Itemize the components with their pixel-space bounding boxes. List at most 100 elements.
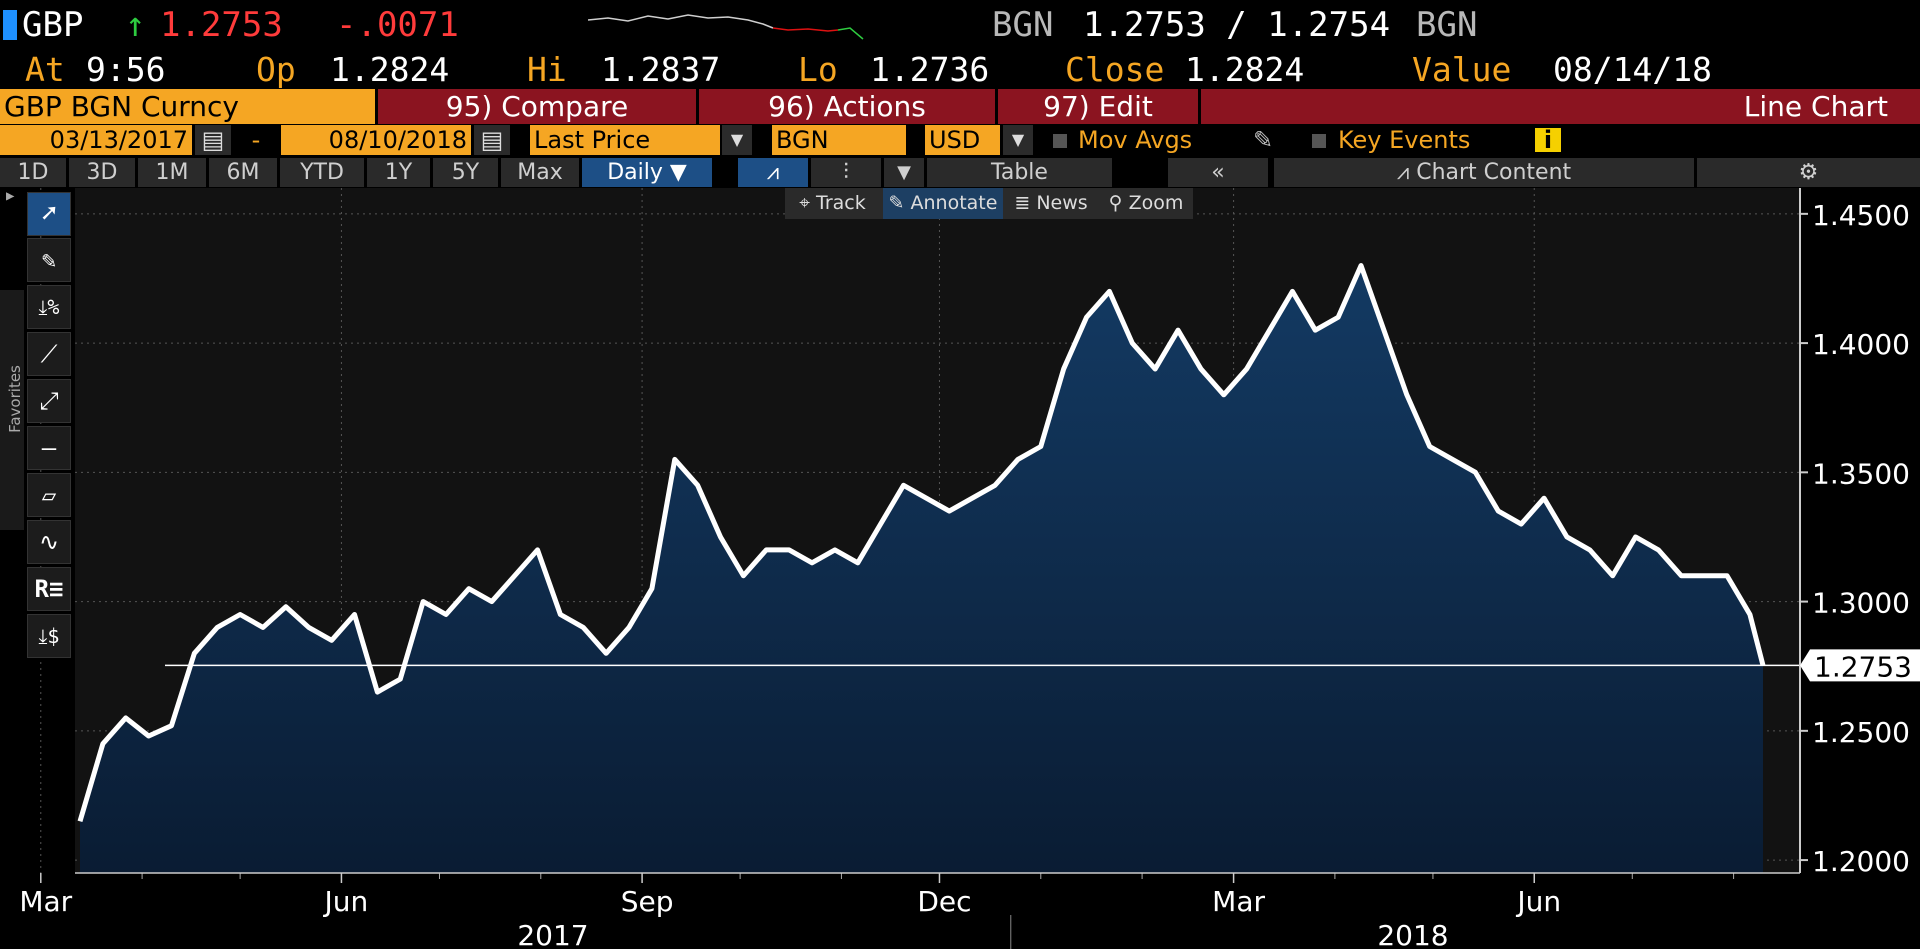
close-label: Close <box>1065 50 1165 89</box>
low-label: Lo <box>798 50 838 89</box>
calendar-icon[interactable]: ▤ <box>195 125 231 155</box>
y-tick-label: 1.3500 <box>1812 457 1910 490</box>
field-select[interactable]: Last Price <box>530 125 720 155</box>
favorites-label: Favorites <box>6 365 24 433</box>
chevron-down-icon[interactable]: ▼ <box>722 125 752 155</box>
track-button[interactable]: ⌖ Track <box>785 188 880 219</box>
currency-select[interactable]: USD <box>925 125 1000 155</box>
chart-type-label[interactable]: Line Chart <box>1201 89 1920 124</box>
x-tick-label: Dec <box>917 885 971 918</box>
ticker: GBP <box>22 5 84 45</box>
curve-tool-icon[interactable]: ∿ <box>27 520 71 564</box>
chart-content-button[interactable]: ⩘ Chart Content <box>1274 158 1694 187</box>
period-6m[interactable]: 6M <box>209 158 277 187</box>
x-tick-label: Mar <box>19 885 72 918</box>
period-3d[interactable]: 3D <box>69 158 135 187</box>
pencil-icon[interactable]: ✎ <box>1252 126 1274 154</box>
checkbox-icon[interactable] <box>1312 134 1326 148</box>
sparkline-line-up <box>837 27 864 40</box>
last-price: 1.2753 <box>160 5 283 45</box>
multi-line-icon[interactable]: ⤢ <box>27 379 71 423</box>
period-ytd[interactable]: YTD <box>280 158 364 187</box>
period-5y[interactable]: 5Y <box>433 158 498 187</box>
edit-button[interactable]: 97) Edit <box>998 89 1198 124</box>
last-price-tag <box>1800 649 1920 682</box>
horizontal-line-icon[interactable]: — <box>27 426 71 470</box>
calendar-icon[interactable]: ▤ <box>474 125 510 155</box>
chart[interactable]: 1.4500 1.4000 1.3500 1.3000 1.2500 1.2000 1.27… <box>0 188 1920 949</box>
channel-icon[interactable]: ▱ <box>27 473 71 517</box>
quote-stats: At 9:56 Op 1.2824 Hi 1.2837 Lo 1.2736 Cl… <box>0 50 1920 90</box>
year-label: 2018 <box>1377 919 1448 949</box>
open-value: 1.2824 <box>330 50 450 89</box>
area-layer <box>77 263 1800 873</box>
y-tick-label: 1.2000 <box>1812 845 1910 878</box>
actions-button[interactable]: 96) Actions <box>699 89 995 124</box>
gear-icon[interactable]: ⚙ <box>1697 158 1920 187</box>
select-arrow-icon[interactable]: ➚ <box>27 192 71 236</box>
period-1d[interactable]: 1D <box>0 158 66 187</box>
chart-tools: ⌖ Track ✎ Annotate ≣ News ⚲ Zoom <box>785 188 1193 219</box>
track-label: Track <box>816 192 866 214</box>
period-1m[interactable]: 1M <box>138 158 206 187</box>
date-dash: - <box>251 126 261 154</box>
chevron-down-icon[interactable]: ▼ <box>1003 125 1033 155</box>
net-change: -.0071 <box>336 5 459 45</box>
sparkline-line <box>588 14 774 29</box>
crosshair-icon: ⌖ <box>799 192 817 214</box>
bar-chart-icon[interactable]: ⫶ <box>811 158 881 187</box>
line-chart-icon[interactable]: ⩘ <box>738 158 808 187</box>
x-tick-label: Jun <box>1515 885 1561 918</box>
news-label: News <box>1036 192 1088 214</box>
table-button[interactable]: Table <box>927 158 1112 187</box>
quote-header: GBP ↑ 1.2753 -.0071 BGN 1.2753 / 1.2754 … <box>0 0 1920 50</box>
at-value: 9:56 <box>86 50 166 89</box>
news-button[interactable]: ≣ News <box>1006 188 1096 219</box>
retracement-icon[interactable]: R≡ <box>27 567 71 611</box>
x-tick-label: Mar <box>1212 885 1265 918</box>
y-tick-label: 1.4000 <box>1812 328 1910 361</box>
percent-tool-icon[interactable]: ⤓% <box>27 285 71 329</box>
high-value: 1.2837 <box>601 50 721 89</box>
security-field[interactable]: GBP BGN Curncy <box>0 89 375 124</box>
checkbox-icon[interactable] <box>1053 134 1067 148</box>
start-date-input[interactable]: 03/13/2017 <box>0 125 192 155</box>
news-icon: ≣ <box>1014 192 1037 214</box>
y-tick-label: 1.2500 <box>1812 716 1910 749</box>
high-label: Hi <box>527 50 567 89</box>
price-marker-icon[interactable]: ⤓$ <box>27 614 71 658</box>
mov-avgs-label[interactable]: Mov Avgs <box>1078 126 1193 154</box>
info-icon[interactable]: i <box>1535 128 1561 152</box>
mov-avgs-checkbox[interactable] <box>1053 125 1073 155</box>
favorites-tab[interactable]: Favorites <box>0 290 24 530</box>
zoom-button[interactable]: ⚲ Zoom <box>1099 188 1193 219</box>
value-label: Value <box>1412 50 1512 89</box>
compare-button[interactable]: 95) Compare <box>378 89 696 124</box>
zoom-label: Zoom <box>1128 192 1184 214</box>
expand-arrow-icon[interactable]: ▶ <box>6 188 15 204</box>
close-value: 1.2824 <box>1185 50 1305 89</box>
source-input[interactable]: BGN <box>772 125 906 155</box>
annotate-label: Annotate <box>910 192 998 214</box>
end-date-input[interactable]: 08/10/2018 <box>281 125 471 155</box>
key-events-label[interactable]: Key Events <box>1338 126 1471 154</box>
price-line <box>77 263 1766 823</box>
sparkline <box>588 14 864 40</box>
frequency-select[interactable]: Daily ▼ <box>582 158 712 187</box>
up-arrow-icon: ↑ <box>125 5 146 45</box>
settings-bar: 03/13/2017 ▤ - 08/10/2018 ▤ Last Price ▼… <box>0 125 1920 156</box>
chevron-down-icon[interactable]: ▼ <box>884 158 924 187</box>
key-events-checkbox[interactable] <box>1312 125 1332 155</box>
price-area <box>80 265 1763 873</box>
collapse-button[interactable]: « <box>1168 158 1268 187</box>
period-max[interactable]: Max <box>501 158 579 187</box>
value-date: 08/14/18 <box>1553 50 1712 89</box>
y-tick-label: 1.3000 <box>1812 587 1910 620</box>
trendline-icon[interactable]: ⟋ <box>27 332 71 376</box>
y-axis: 1.4500 1.4000 1.3500 1.3000 1.2500 1.2000 1.27… <box>1799 188 1920 878</box>
annotate-button[interactable]: ✎ Annotate <box>883 188 1003 219</box>
period-1y[interactable]: 1Y <box>367 158 430 187</box>
source-left: BGN <box>992 5 1054 45</box>
sparkline-line-down <box>772 27 839 32</box>
pen-tool-icon[interactable]: ✎ <box>27 238 71 282</box>
